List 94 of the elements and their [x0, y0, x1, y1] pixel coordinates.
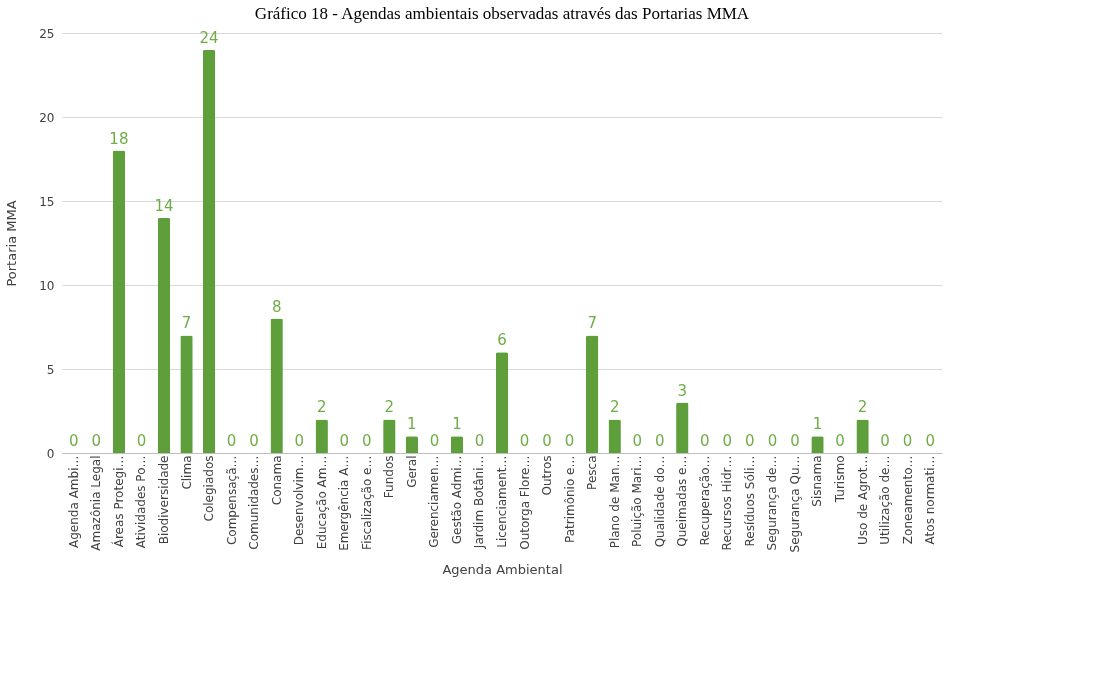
x-tick-label: Gerenciamen… [427, 455, 442, 548]
bar [450, 436, 464, 453]
x-tick-label: Jardim Botâni… [472, 455, 487, 550]
data-label: 0 [835, 432, 845, 450]
x-tick-label: Compensaçã… [224, 455, 239, 546]
x-tick-label: Recursos Hidr… [720, 455, 735, 551]
x-tick-label: Comunidades… [247, 455, 262, 550]
chart-title: Gráfico 18 - Agendas ambientais observadas através das Portarias MMA [254, 4, 750, 23]
x-tick-label: Fundos [382, 455, 397, 499]
x-tick-label: Resíduos Sóli… [742, 455, 757, 547]
data-label: 0 [542, 432, 552, 450]
data-label: 0 [294, 432, 304, 450]
data-label: 0 [700, 432, 710, 450]
data-label: 2 [316, 398, 327, 417]
data-label: 0 [339, 432, 350, 450]
data-label: 3 [677, 381, 688, 400]
x-tick-label: Clima [179, 455, 194, 490]
x-tick-label: Utilização de… [878, 455, 893, 545]
data-label: 0 [226, 432, 237, 450]
data-label: 0 [362, 432, 372, 450]
y-axis-title: Portaria MMA [4, 200, 20, 287]
x-tick-label: Sisnama [810, 455, 825, 507]
x-tick-label: Segurança Qu… [787, 455, 802, 553]
x-tick-label: Recuperação… [697, 455, 712, 546]
x-tick-label: Geral [404, 455, 419, 488]
x-tick-label: Patrimônio e… [562, 455, 577, 544]
y-tick-label: 0 [46, 446, 55, 461]
data-label: 24 [199, 28, 219, 47]
x-tick-label: Outorga Flore… [517, 455, 532, 550]
bar [112, 150, 126, 453]
x-tick-label: Amazônia Legal [89, 455, 104, 551]
x-tick-label: Turismo [833, 455, 848, 504]
x-tick-label: Atos normati… [923, 455, 938, 545]
data-label: 0 [654, 432, 665, 450]
y-tick-label: 25 [39, 26, 55, 41]
bar [585, 335, 599, 453]
data-label: 6 [497, 331, 507, 350]
x-tick-label: Pesca [585, 455, 600, 490]
y-tick-label: 20 [39, 110, 55, 125]
x-tick-label: Uso de Agrot… [855, 455, 870, 546]
data-label: 0 [136, 432, 147, 450]
x-tick-label: Agenda Ambi… [66, 455, 81, 548]
data-label: 18 [109, 129, 129, 148]
data-label: 0 [632, 432, 642, 450]
x-tick-label: Gestão Admi… [449, 455, 464, 545]
data-label: 14 [154, 196, 174, 215]
x-tick-label: Desenvolvim… [292, 455, 307, 546]
x-tick-label: Segurança de… [765, 455, 780, 551]
x-tick-label: Biodiversidade [156, 455, 171, 545]
data-label: 7 [587, 314, 597, 333]
bar [495, 352, 509, 453]
data-label: 0 [474, 432, 485, 450]
data-label: 0 [722, 432, 733, 450]
bar [157, 217, 171, 453]
data-label: 2 [609, 398, 620, 417]
bar [202, 49, 216, 453]
data-label: 0 [91, 432, 102, 450]
data-label: 0 [429, 432, 440, 450]
x-tick-label: Outros [540, 455, 555, 496]
data-label: 0 [767, 432, 778, 450]
x-tick-label: Fiscalização e… [359, 455, 374, 550]
data-label: 0 [519, 432, 530, 450]
data-label: 0 [745, 432, 755, 450]
x-tick-label: Queimadas e… [675, 455, 690, 547]
data-label: 0 [564, 432, 575, 450]
data-label: 0 [69, 432, 79, 450]
data-label: 2 [384, 398, 395, 417]
x-axis-title: Agenda Ambiental [442, 562, 563, 578]
x-tick-label: Atividades Po… [134, 455, 149, 549]
x-tick-label: Poluição Mari… [630, 455, 645, 548]
data-label: 1 [407, 415, 417, 434]
data-label: 0 [880, 432, 890, 450]
data-label: 8 [271, 297, 282, 316]
data-label: 7 [181, 314, 192, 333]
x-tick-label: Plano de Man… [607, 455, 622, 549]
x-tick-label: Licenciament… [495, 455, 509, 548]
data-label: 1 [812, 415, 823, 434]
x-tick-label: Qualidade do… [652, 455, 667, 548]
x-tick-label: Educação Am… [314, 455, 329, 550]
data-label: 1 [452, 415, 462, 434]
x-tick-label: Áreas Protegi… [110, 455, 126, 548]
x-tick-label: Colegiados [202, 455, 217, 522]
data-label: 0 [902, 432, 913, 450]
y-tick-label: 10 [39, 278, 55, 293]
bar [405, 436, 419, 453]
data-label: 0 [790, 432, 800, 450]
data-label: 2 [857, 398, 868, 417]
data-label: 0 [925, 432, 935, 450]
y-tick-label: 5 [46, 362, 55, 377]
data-label: 0 [249, 432, 259, 450]
x-tick-label: Zoneamento… [900, 455, 915, 545]
x-tick-label: Conama [269, 455, 284, 506]
y-tick-label: 15 [39, 194, 55, 209]
x-tick-label: Emergência A… [337, 455, 352, 551]
